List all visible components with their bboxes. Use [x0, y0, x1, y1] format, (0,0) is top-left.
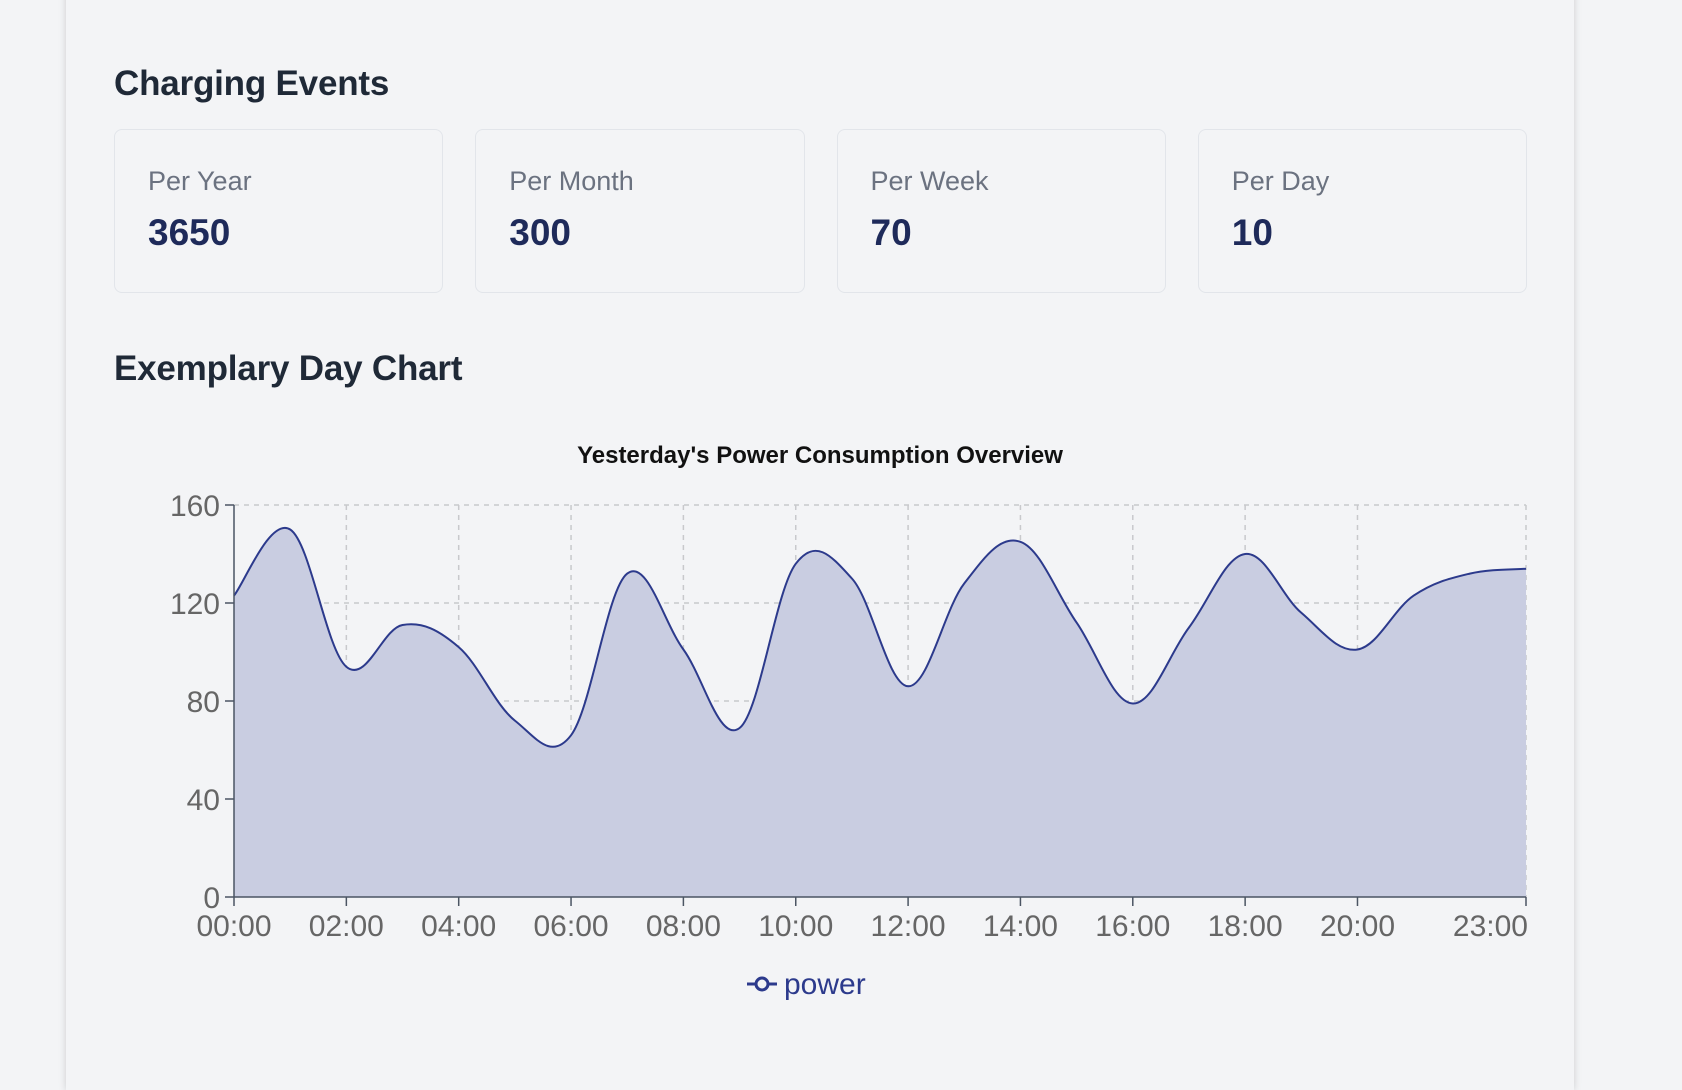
- x-tick-label: 23:00: [1453, 910, 1528, 943]
- x-tick-label: 16:00: [1095, 910, 1170, 943]
- stat-card-per-year: Per Year 3650: [114, 129, 444, 293]
- day-chart-heading: Exemplary Day Chart: [114, 349, 463, 388]
- stat-label: Per Week: [870, 166, 989, 196]
- power-data-point[interactable]: [340, 661, 352, 673]
- power-data-point[interactable]: [734, 722, 746, 734]
- stat-label: Per Year: [148, 166, 252, 196]
- chart-legend[interactable]: power: [747, 968, 866, 1001]
- charging-stats-row: Per Year 3650 Per Month 300 Per Week 70 …: [114, 129, 1527, 293]
- power-data-point[interactable]: [397, 619, 409, 631]
- charging-events-heading: Charging Events: [114, 64, 390, 103]
- power-data-point[interactable]: [1351, 644, 1363, 656]
- x-tick-label: 08:00: [646, 910, 721, 943]
- x-tick-label: 20:00: [1320, 910, 1395, 943]
- stat-card-per-month: Per Month 300: [475, 129, 805, 293]
- power-data-point[interactable]: [958, 577, 970, 589]
- power-data-point[interactable]: [284, 524, 296, 536]
- x-tick-label: 18:00: [1208, 910, 1283, 943]
- y-tick-label: 120: [170, 588, 220, 621]
- x-tick-label: 00:00: [196, 910, 271, 943]
- x-tick-label: 14:00: [983, 910, 1058, 943]
- power-data-point[interactable]: [902, 680, 914, 692]
- power-data-point[interactable]: [1520, 563, 1532, 575]
- power-data-point[interactable]: [621, 568, 633, 580]
- legend-label-power[interactable]: power: [784, 968, 866, 1001]
- power-data-point[interactable]: [1295, 607, 1307, 619]
- stat-card-per-day: Per Day 10: [1197, 129, 1527, 293]
- stat-value: 70: [870, 212, 912, 253]
- x-tick-label: 04:00: [421, 910, 496, 943]
- legend-marker-icon: [754, 976, 770, 992]
- power-data-point[interactable]: [677, 644, 689, 656]
- stat-value: 300: [509, 212, 571, 253]
- chart-title: Yesterday's Power Consumption Overview: [577, 442, 1063, 469]
- page: Charging Events Per Year 3650 Per Month …: [114, 64, 1532, 1001]
- power-data-point[interactable]: [453, 641, 465, 653]
- power-series-line: [233, 526, 1527, 748]
- power-data-point[interactable]: [846, 573, 858, 585]
- power-consumption-chart: Yesterday's Power Consumption Overview 0…: [170, 442, 1532, 1001]
- x-tick-label: 10:00: [758, 910, 833, 943]
- y-tick-label: 0: [203, 882, 220, 915]
- power-area-fill: [234, 527, 1526, 897]
- y-tick-label: 160: [170, 490, 220, 523]
- power-data-point[interactable]: [1183, 622, 1195, 634]
- stat-label: Per Month: [509, 166, 634, 196]
- x-tick-label: 06:00: [534, 910, 609, 943]
- power-data-point[interactable]: [1464, 568, 1476, 580]
- power-data-point[interactable]: [1014, 536, 1026, 548]
- stat-value: 10: [1231, 212, 1273, 253]
- chart-series: [233, 524, 1532, 897]
- x-tick-label: 02:00: [309, 910, 384, 943]
- x-tick-label: 12:00: [871, 910, 946, 943]
- stat-card-per-week: Per Week 70: [836, 129, 1166, 293]
- stat-label: Per Day: [1231, 166, 1330, 196]
- power-data-point[interactable]: [565, 729, 577, 741]
- power-data-point[interactable]: [1408, 590, 1420, 602]
- power-data-point[interactable]: [1071, 617, 1083, 629]
- power-data-point[interactable]: [790, 558, 802, 570]
- y-tick-label: 80: [187, 686, 220, 719]
- stat-value: 3650: [148, 212, 231, 253]
- chart-axes: 0 40 80 120 160 00:00 02:00 04:00 06:00 08:00 10:0…: [170, 490, 1528, 943]
- y-tick-label: 40: [187, 784, 220, 817]
- power-data-point[interactable]: [1127, 697, 1139, 709]
- power-data-point[interactable]: [509, 715, 521, 727]
- power-data-point[interactable]: [1239, 548, 1251, 560]
